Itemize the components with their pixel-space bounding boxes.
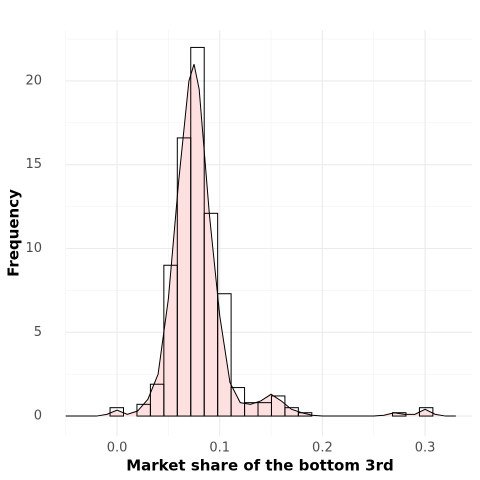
y-tick-label: 15	[25, 157, 42, 172]
x-axis-title: Market share of the bottom 3rd	[126, 457, 394, 475]
y-tick-label: 10	[25, 241, 42, 256]
x-tick-label: 0.2	[312, 441, 333, 456]
y-tick-label: 20	[25, 73, 42, 88]
density-line	[65, 64, 456, 417]
bar	[230, 387, 246, 417]
density-area	[65, 64, 456, 417]
bar	[109, 407, 125, 417]
bar	[297, 412, 313, 417]
x-tick-label: 0.3	[415, 441, 436, 456]
y-axis-title: Frequency	[5, 189, 23, 277]
x-tick-label: 0.0	[107, 441, 128, 456]
y-tick-label: 0	[34, 409, 42, 424]
y-tick-label: 5	[34, 325, 42, 340]
x-tick-label: 0.1	[209, 441, 230, 456]
bar	[217, 293, 232, 417]
bar	[270, 395, 286, 417]
